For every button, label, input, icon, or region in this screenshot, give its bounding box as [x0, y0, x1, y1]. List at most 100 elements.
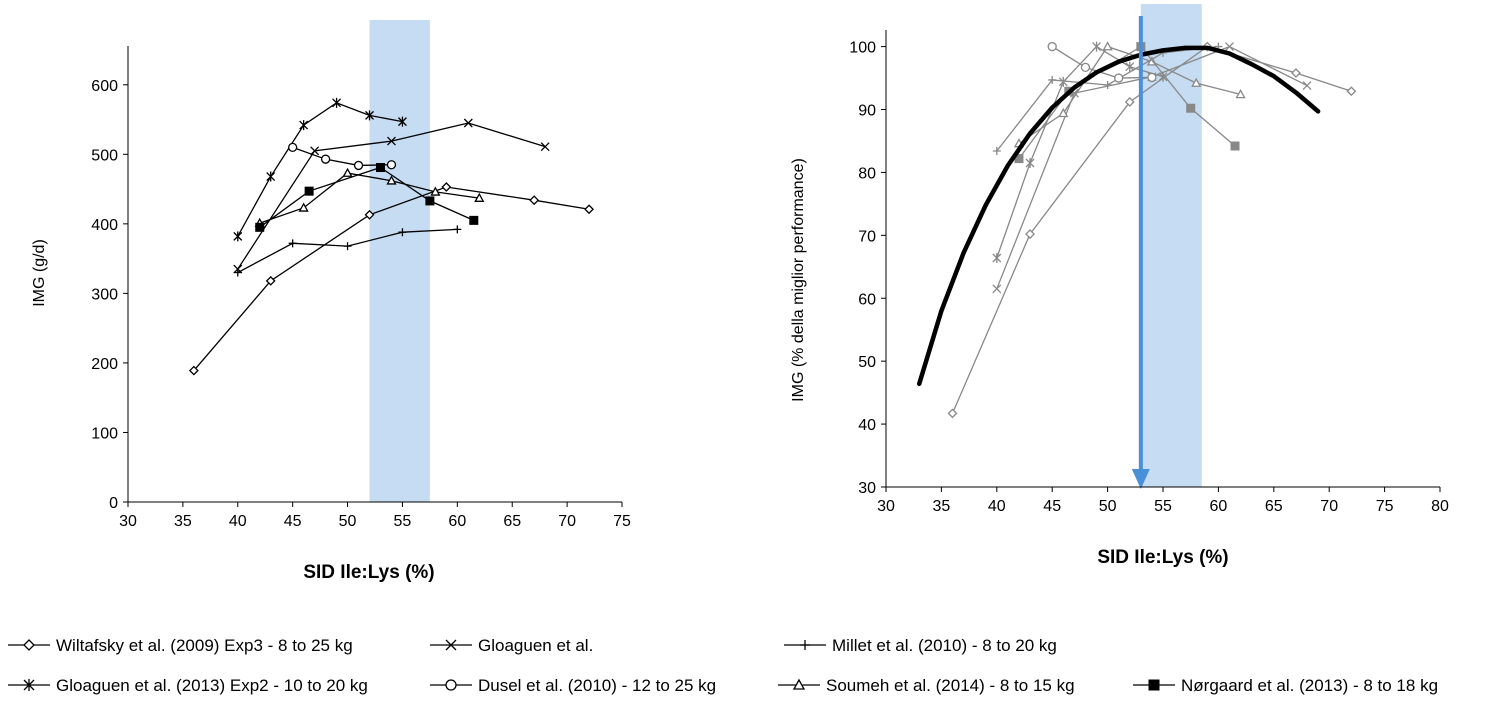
left-data-point [375, 163, 385, 173]
left-series-line [292, 146, 392, 167]
left-data-point [298, 202, 309, 212]
left-y-tick-label: 0 [109, 495, 118, 512]
right-data-point [1048, 75, 1057, 84]
right-series-dusel-et-al-2010-12-to-25-kg [1047, 41, 1157, 83]
left-y-tick-label: 200 [91, 356, 118, 373]
right-data-point [1124, 97, 1135, 107]
left-data-point [304, 186, 314, 196]
left-data-point [299, 120, 309, 131]
right-data-point [1102, 41, 1113, 51]
right-y-tick-label: 60 [858, 291, 876, 308]
left-x-tick-label: 30 [119, 513, 137, 530]
left-series-gloaguen-et-al-2013-exp2-10-to-20-kg [233, 97, 407, 242]
left-data-point [353, 160, 364, 171]
right-data-point [1186, 103, 1196, 113]
right-data-point [1302, 81, 1312, 91]
left-series-wiltafsky-et-al-2009-exp3-8-to-25-kg [188, 182, 594, 376]
legend-label: Wiltafsky et al. (2009) Exp3 - 8 to 25 k… [56, 636, 353, 655]
right-x-tick-label: 80 [1431, 498, 1449, 515]
left-y-tick-label: 500 [91, 147, 118, 164]
left-y-tick-label: 400 [91, 217, 118, 234]
left-data-point [342, 167, 353, 177]
legend-item-dusel-et-al-2010-12-to-25-kg: Dusel et al. (2010) - 12 to 25 kg [430, 676, 716, 695]
left-y-axis-title: IMG (g/d) [31, 239, 48, 307]
left-x-tick-label: 40 [229, 513, 247, 530]
right-data-point [1235, 89, 1246, 99]
right-fitted-curve [916, 45, 1321, 387]
legend-item-n-rgaard-et-al-2013-8-to-18-kg: Nørgaard et al. (2013) - 8 to 18 kg [1133, 676, 1438, 695]
left-x-tick-label: 55 [394, 513, 412, 530]
left-data-point [365, 110, 374, 121]
right-data-point [1125, 61, 1135, 72]
left-x-tick-label: 45 [284, 513, 302, 530]
right-x-tick-label: 30 [877, 498, 895, 515]
left-data-point [463, 118, 473, 128]
legend-marker [800, 640, 810, 650]
left-data-point [453, 225, 462, 234]
left-series-dusel-et-al-2010-12-to-25-kg [288, 142, 397, 171]
left-series-line [237, 102, 403, 237]
left-data-point [425, 196, 435, 206]
legend-label: Millet et al. (2010) - 8 to 20 kg [832, 636, 1057, 655]
left-series-n-rgaard-et-al-2013-8-to-18-kg [255, 163, 479, 232]
right-y-tick-label: 50 [858, 354, 876, 371]
left-data-point [288, 239, 297, 248]
left-x-axis-title: SID Ile:Lys (%) [303, 562, 434, 583]
right-data-point [1291, 68, 1301, 78]
legend-label: Gloaguen et al. (2013) Exp2 - 10 to 20 k… [56, 676, 368, 695]
left-series-line [193, 186, 590, 371]
right-y-tick-label: 70 [858, 228, 876, 245]
right-data-point [1058, 107, 1069, 118]
right-y-tick-label: 40 [858, 417, 876, 434]
left-data-point [386, 175, 397, 185]
right-data-point [1058, 76, 1068, 87]
legend-label: Dusel et al. (2010) - 12 to 25 kg [478, 676, 716, 695]
left-data-point [310, 146, 320, 156]
left-data-point [469, 215, 479, 225]
left-highlight-band [369, 20, 430, 502]
right-series-line [1018, 45, 1241, 145]
right-chart: SID Ile:Lys (%) IMG (% della miglior per… [790, 4, 1449, 568]
left-data-point [386, 160, 397, 170]
right-series-wiltafsky-et-al-2009-exp3-8-to-25-kg [947, 41, 1357, 419]
right-data-point [1191, 77, 1202, 87]
left-data-point [265, 275, 276, 286]
left-data-point [540, 142, 550, 152]
right-data-point [1225, 42, 1234, 52]
legend-item-gloaguen-et-al-2013-exp2-10-to-20-kg: Gloaguen et al. (2013) Exp2 - 10 to 20 k… [8, 676, 368, 695]
left-y-tick-label: 100 [91, 425, 118, 442]
right-arrow-head [1131, 469, 1150, 489]
right-x-axis-title: SID Ile:Lys (%) [1097, 547, 1228, 568]
left-data-point [255, 222, 265, 232]
legend-marker [1148, 679, 1160, 691]
legend-marker [23, 639, 35, 651]
left-data-point [320, 154, 331, 164]
right-data-point [1114, 73, 1124, 83]
left-data-point [398, 228, 407, 237]
right-x-tick-label: 55 [1154, 498, 1172, 515]
left-x-tick-label: 65 [503, 513, 521, 530]
left-data-point [364, 209, 375, 220]
right-y-axis-title: IMG (% della miglior performance) [790, 158, 807, 402]
legend-marker [792, 678, 806, 690]
right-data-point [947, 408, 958, 419]
left-x-tick-label: 75 [613, 513, 631, 530]
right-data-point [992, 284, 1002, 294]
right-y-tick-label: 100 [849, 40, 876, 57]
right-y-tick-label: 90 [858, 103, 876, 120]
legend-marker [23, 679, 35, 691]
legend-label: Nørgaard et al. (2013) - 8 to 18 kg [1181, 676, 1438, 695]
right-data-point [992, 147, 1001, 156]
left-series-millet-et-al-2010-8-to-20-kg [233, 225, 462, 277]
right-x-tick-label: 75 [1376, 498, 1394, 515]
legend-label: Gloaguen et al. [478, 636, 593, 655]
left-data-point [266, 171, 276, 182]
right-data-point [1092, 41, 1101, 52]
right-x-tick-label: 50 [1099, 498, 1117, 515]
legend-label: Soumeh et al. (2014) - 8 to 15 kg [826, 676, 1075, 695]
left-data-point [584, 204, 594, 215]
right-y-tick-label: 30 [858, 480, 876, 497]
left-data-point [387, 136, 396, 146]
right-data-point [1047, 41, 1057, 52]
right-x-tick-label: 35 [933, 498, 951, 515]
